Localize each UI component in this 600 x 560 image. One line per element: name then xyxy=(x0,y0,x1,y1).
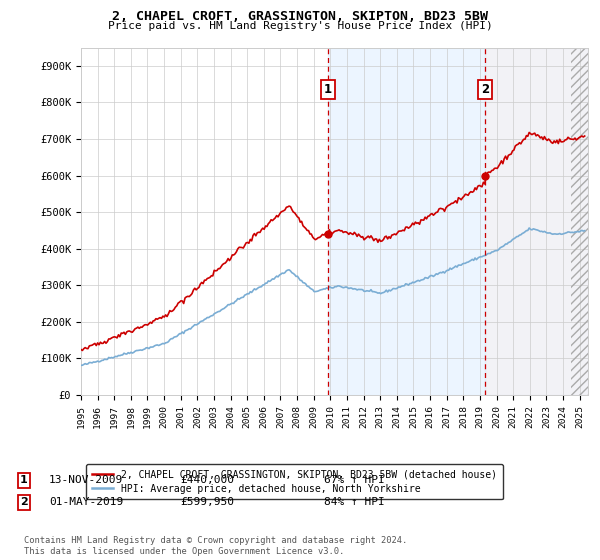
Bar xyxy=(571,48,588,395)
Text: 1: 1 xyxy=(20,475,28,486)
Text: 2, CHAPEL CROFT, GRASSINGTON, SKIPTON, BD23 5BW: 2, CHAPEL CROFT, GRASSINGTON, SKIPTON, B… xyxy=(112,10,488,23)
Text: 13-NOV-2009: 13-NOV-2009 xyxy=(49,475,124,486)
Text: Contains HM Land Registry data © Crown copyright and database right 2024.
This d: Contains HM Land Registry data © Crown c… xyxy=(24,536,407,556)
Bar xyxy=(571,48,588,395)
Text: 2: 2 xyxy=(481,83,490,96)
Text: £440,000: £440,000 xyxy=(180,475,234,486)
Text: 84% ↑ HPI: 84% ↑ HPI xyxy=(324,497,385,507)
Text: Price paid vs. HM Land Registry's House Price Index (HPI): Price paid vs. HM Land Registry's House … xyxy=(107,21,493,31)
Bar xyxy=(328,48,485,395)
Text: £599,950: £599,950 xyxy=(180,497,234,507)
Text: 67% ↑ HPI: 67% ↑ HPI xyxy=(324,475,385,486)
Bar xyxy=(485,48,588,395)
Text: 2: 2 xyxy=(20,497,28,507)
Text: 01-MAY-2019: 01-MAY-2019 xyxy=(49,497,124,507)
Legend: 2, CHAPEL CROFT, GRASSINGTON, SKIPTON, BD23 5BW (detached house), HPI: Average p: 2, CHAPEL CROFT, GRASSINGTON, SKIPTON, B… xyxy=(86,464,503,500)
Text: 1: 1 xyxy=(324,83,332,96)
